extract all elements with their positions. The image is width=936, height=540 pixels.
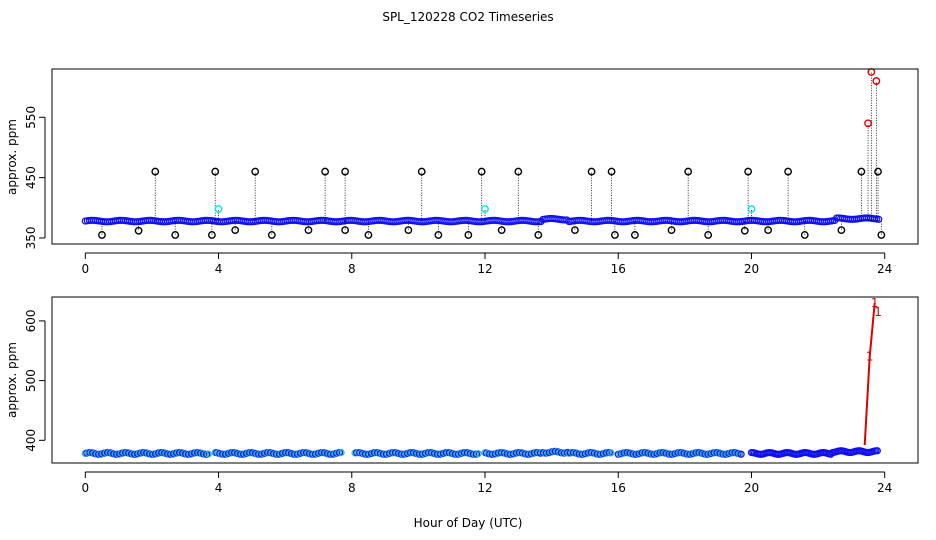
top-spike-point: [404, 226, 413, 235]
top-x-tick-label: 16: [611, 262, 626, 276]
bottom-x-tick-label: 4: [215, 481, 223, 495]
bottom-plot-area: 111: [81, 296, 882, 458]
bottom-baseline-point: [204, 450, 212, 458]
top-spike-point: [464, 231, 473, 239]
top-spike-point: [341, 226, 350, 235]
top-baseline-point: [875, 215, 883, 223]
bottom-baseline-point: [607, 449, 615, 457]
top-spike-point: [214, 205, 223, 213]
top-spike-point: [321, 167, 330, 176]
top-spike-point: [417, 167, 426, 176]
top-spike-point: [364, 231, 373, 239]
bottom-x-tick-label: 12: [477, 481, 492, 495]
top-x-tick-label: 0: [81, 262, 89, 276]
bottom-x-tick-label: 0: [81, 481, 89, 495]
top-spike-point: [704, 231, 713, 239]
top-spike-point: [251, 167, 260, 176]
top-spike-point: [667, 226, 676, 235]
top-spike-point: [877, 231, 886, 239]
top-spike-point: [764, 226, 773, 235]
top-spike-point: [684, 167, 693, 176]
top-spike-point: [514, 167, 523, 176]
top-y-tick-label: 350: [24, 227, 38, 250]
bottom-y-axis-label: approx. ppm: [5, 342, 19, 418]
top-x-tick-label: 8: [348, 262, 356, 276]
top-spike-point: [98, 231, 106, 239]
top-spike-point: [171, 231, 180, 239]
top-plot-area: [81, 68, 886, 239]
bottom-marker-label: 1: [866, 350, 874, 364]
top-spike-point: [784, 167, 792, 176]
x-axis-label: Hour of Day (UTC): [414, 516, 523, 530]
top-spike-point: [587, 167, 596, 176]
bottom-baseline-point: [474, 450, 482, 458]
top-spike-point: [477, 167, 486, 176]
top-spike-point: [857, 167, 866, 176]
top-spike-point: [304, 226, 313, 235]
top-x-tick-label: 20: [744, 262, 759, 276]
bottom-x-tick-label: 8: [348, 481, 356, 495]
bottom-marker-label: 1: [871, 296, 879, 310]
top-spike-point: [740, 226, 749, 235]
top-spike-point: [874, 167, 882, 176]
bottom-baseline-point: [873, 447, 881, 455]
top-x-tick-label: 4: [215, 262, 223, 276]
bottom-x-tick-label: 20: [744, 481, 759, 495]
top-spike-point: [630, 231, 639, 239]
top-spike-point: [872, 77, 881, 85]
top-x-tick-label: 12: [477, 262, 492, 276]
bottom-marker-label: 1: [874, 305, 882, 319]
top-spike-point: [534, 231, 543, 239]
top-spike-point: [747, 205, 756, 213]
top-y-axis-label: approx. ppm: [5, 119, 19, 195]
top-spike-point: [341, 167, 350, 176]
bottom-y-axis: 400 500 600: [24, 309, 46, 452]
top-spike-point: [267, 231, 276, 239]
bottom-y-tick-label: 500: [24, 369, 38, 392]
top-spike-point: [571, 226, 579, 235]
top-spike-point: [151, 167, 160, 176]
top-spike-point: [497, 226, 506, 235]
top-x-axis: 0 4 8 12 16 20 24: [81, 252, 892, 276]
bottom-y-tick-label: 600: [24, 309, 38, 332]
top-spike-point: [837, 226, 846, 235]
top-spike-point: [800, 231, 809, 239]
top-spike-point: [611, 231, 619, 239]
chart-title: SPL_120228 CO2 Timeseries: [382, 10, 553, 24]
top-spike-point: [744, 167, 753, 176]
top-plot-frame: [51, 68, 919, 245]
top-spike-point: [434, 231, 443, 239]
top-spike-point: [207, 231, 216, 239]
top-y-tick-label: 450: [24, 166, 38, 189]
top-spike-point: [211, 167, 220, 176]
top-spike-point: [134, 226, 143, 235]
bottom-rise-line: [863, 302, 876, 446]
top-panel: 0 4 8 12 16 20 24 350 450 550 approx. ppm: [5, 68, 919, 276]
bottom-x-tick-label: 16: [611, 481, 626, 495]
bottom-x-tick-label: 24: [877, 481, 892, 495]
bottom-y-tick-label: 400: [24, 429, 38, 452]
top-y-tick-label: 550: [24, 106, 38, 129]
top-spike-point: [231, 226, 240, 235]
bottom-baseline-point: [737, 450, 745, 458]
bottom-x-axis: 0 4 8 12 16 20 24: [81, 471, 892, 495]
bottom-baseline-point: [337, 448, 345, 457]
top-x-tick-label: 24: [877, 262, 892, 276]
top-spike-point: [607, 167, 616, 176]
top-y-axis: 350 450 550: [24, 106, 46, 250]
top-spike-point: [481, 205, 489, 213]
bottom-plot-frame: [51, 296, 919, 464]
